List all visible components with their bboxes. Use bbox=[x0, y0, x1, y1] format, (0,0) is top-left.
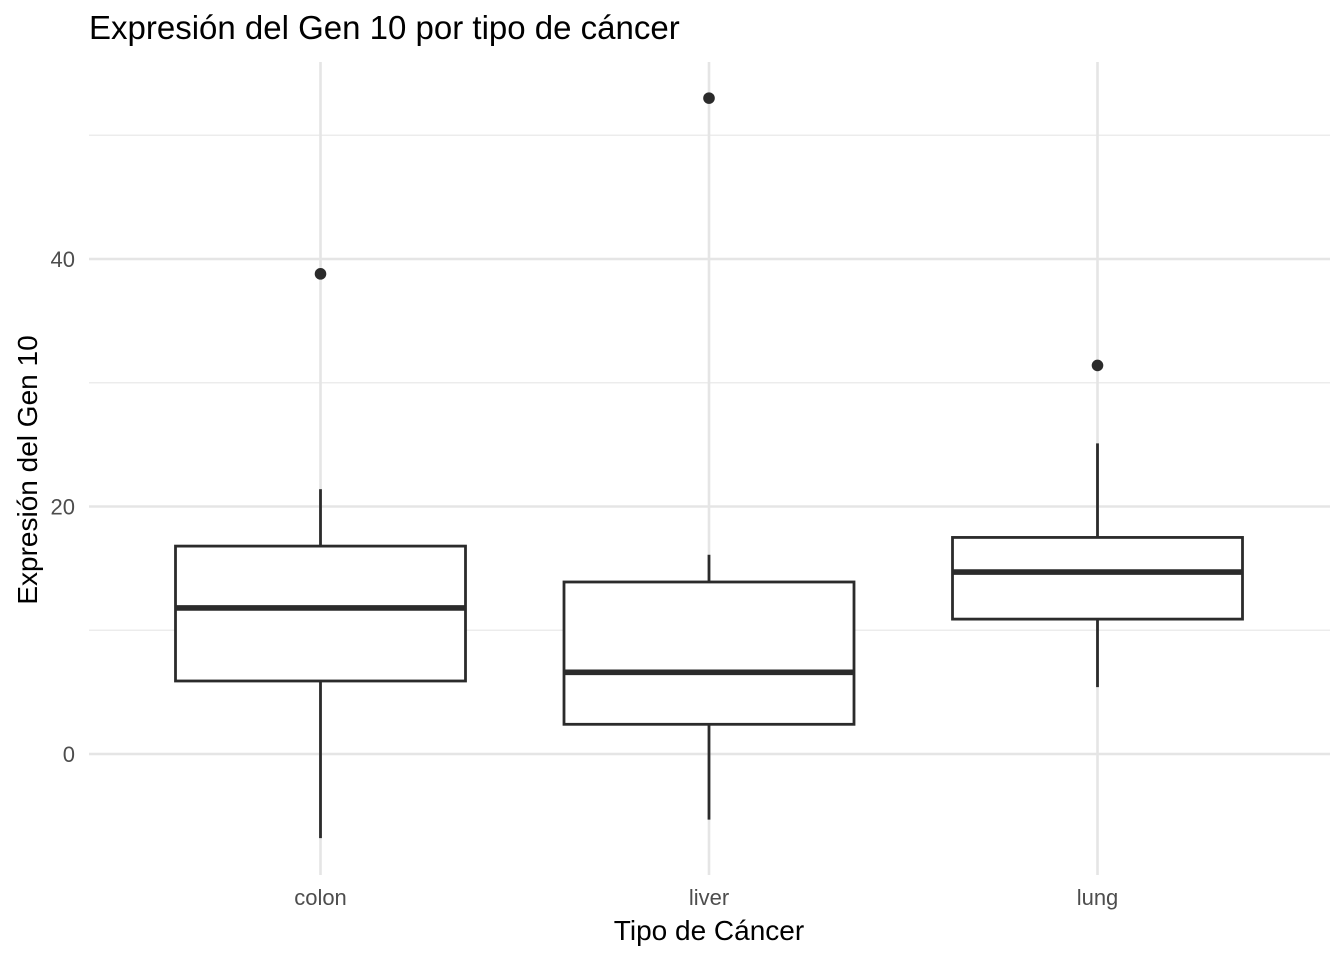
x-axis-title: Tipo de Cáncer bbox=[614, 915, 804, 946]
chart-title: Expresión del Gen 10 por tipo de cáncer bbox=[89, 9, 680, 46]
tick-labels: 0 20 40 colon liver lung bbox=[51, 247, 1119, 910]
outlier-point bbox=[1091, 359, 1104, 372]
x-tick-label: liver bbox=[689, 885, 729, 910]
outlier-point bbox=[703, 92, 715, 104]
boxes-layer bbox=[174, 92, 1244, 839]
y-tick-label: 0 bbox=[63, 742, 75, 767]
x-tick-label: colon bbox=[294, 885, 347, 910]
outlier-point bbox=[314, 268, 327, 280]
y-tick-label: 40 bbox=[51, 247, 75, 272]
box-colon bbox=[174, 268, 467, 839]
box-iqr bbox=[951, 536, 1244, 621]
box-lung bbox=[951, 359, 1244, 688]
x-tick-label: lung bbox=[1077, 885, 1119, 910]
y-axis-title: Expresión del Gen 10 bbox=[12, 335, 43, 604]
box-iqr bbox=[562, 580, 856, 726]
box-iqr bbox=[174, 544, 467, 683]
box-liver bbox=[562, 92, 856, 820]
y-tick-label: 20 bbox=[51, 495, 75, 520]
